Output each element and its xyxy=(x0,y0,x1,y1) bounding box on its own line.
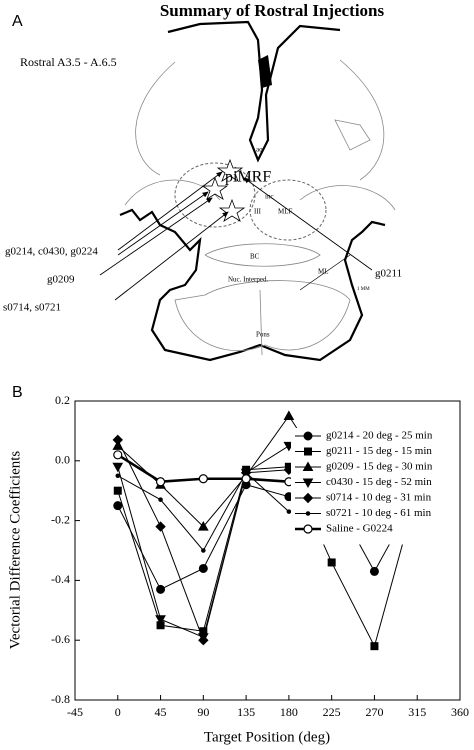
marker xyxy=(198,634,209,646)
title: Summary of Rostral Injections xyxy=(160,1,385,20)
y-tick-label: -0.6 xyxy=(51,632,70,646)
iii-label: III xyxy=(254,208,262,216)
x-tick-label: 180 xyxy=(280,705,298,719)
marker xyxy=(198,474,208,484)
arrow xyxy=(243,177,373,271)
marker xyxy=(112,440,124,450)
y-tick-label: -0.8 xyxy=(51,692,70,706)
x-tick-label: 0 xyxy=(115,705,121,719)
legend-label: g0214 - 20 deg - 25 min xyxy=(326,430,433,442)
y-axis-label: Vectorial Difference Coefficients xyxy=(7,451,23,650)
marker xyxy=(158,497,163,502)
injection-label: g0214, c0430, g0224 xyxy=(5,246,98,258)
legend-label: g0209 - 15 deg - 30 min xyxy=(326,461,433,473)
inc-label: inc xyxy=(265,193,274,201)
marker xyxy=(201,548,206,553)
piMRF-outline xyxy=(249,179,327,241)
legend-box xyxy=(291,428,457,545)
marker xyxy=(112,434,123,446)
y-tick-label: 0.2 xyxy=(55,393,70,407)
x-axis-label: Target Position (deg) xyxy=(204,729,330,745)
legend-marker xyxy=(303,524,313,534)
series-line xyxy=(117,466,418,648)
legend-marker xyxy=(305,511,311,516)
marker xyxy=(241,474,251,484)
legend-marker xyxy=(302,461,314,471)
x-tick-label: -45 xyxy=(67,705,83,719)
y-tick-label: 0.0 xyxy=(55,453,70,467)
panel-letter: B xyxy=(12,384,23,401)
level-label: Rostral A3.5 - A.6.5 xyxy=(20,55,117,69)
legend-label: s0721 - 10 deg - 61 min xyxy=(326,507,432,519)
x-tick-label: 135 xyxy=(237,705,255,719)
arrow xyxy=(117,171,223,251)
x-tick-label: 90 xyxy=(197,705,209,719)
marker xyxy=(115,473,121,479)
nuc-label: Nuc. Interped. xyxy=(228,276,268,284)
scale-label: 1 MM xyxy=(357,287,370,292)
aqueduct-mark xyxy=(258,55,272,88)
x-tick-label: 225 xyxy=(323,705,341,719)
arrow xyxy=(114,211,229,301)
contours xyxy=(124,59,396,356)
bc-label: BC xyxy=(250,253,260,261)
injection-label: s0714, s0721 xyxy=(3,302,61,314)
marker xyxy=(156,584,166,594)
series-line xyxy=(117,484,418,591)
y-tick-label: -0.4 xyxy=(51,572,70,586)
legend-marker xyxy=(304,447,312,456)
arrow xyxy=(117,191,209,256)
arrow xyxy=(99,197,213,276)
legend-label: c0430 - 15 deg - 52 min xyxy=(326,476,432,488)
ml-line xyxy=(299,254,351,291)
legend-label: g0211 - 15 deg - 15 min xyxy=(326,445,432,457)
x-tick-label: 45 xyxy=(155,705,167,719)
panel-letter: A xyxy=(12,13,23,30)
plot-frame xyxy=(74,400,461,701)
x-tick-label: 315 xyxy=(408,705,426,719)
mlf-label: MLF xyxy=(278,208,293,216)
legend-marker xyxy=(302,478,314,489)
panel-a: A Summary of Rostral Injections Rostral … xyxy=(3,1,402,362)
legend-marker xyxy=(303,431,313,441)
marker xyxy=(286,509,292,514)
pons-label: Pons xyxy=(256,331,270,339)
legend-label: Saline - G0224 xyxy=(326,523,393,535)
region-label: piMRF xyxy=(225,169,271,186)
x-tick-label: 270 xyxy=(365,705,383,719)
marker xyxy=(155,477,166,487)
marker xyxy=(369,566,379,576)
outline xyxy=(119,20,386,362)
marker xyxy=(243,470,249,476)
marker xyxy=(112,462,124,473)
marker xyxy=(113,501,123,511)
marker xyxy=(370,642,379,651)
legend-label: s0714 - 10 deg - 31 min xyxy=(326,492,432,504)
marker xyxy=(155,521,166,532)
marker xyxy=(283,410,295,420)
marker xyxy=(198,563,208,573)
legend-marker xyxy=(302,492,314,504)
ml-label: ML xyxy=(318,268,329,276)
x-tick-label: 360 xyxy=(451,705,469,719)
marker xyxy=(327,558,336,567)
marker xyxy=(155,615,166,625)
aq-label: aq xyxy=(256,146,263,154)
piMRF-outline xyxy=(174,162,256,228)
injection-label: g0211 xyxy=(375,268,402,280)
marker xyxy=(113,450,123,460)
marker xyxy=(113,486,122,495)
injection-label: g0209 xyxy=(47,274,75,286)
marker xyxy=(197,521,209,531)
y-tick-label: -0.2 xyxy=(51,512,70,526)
